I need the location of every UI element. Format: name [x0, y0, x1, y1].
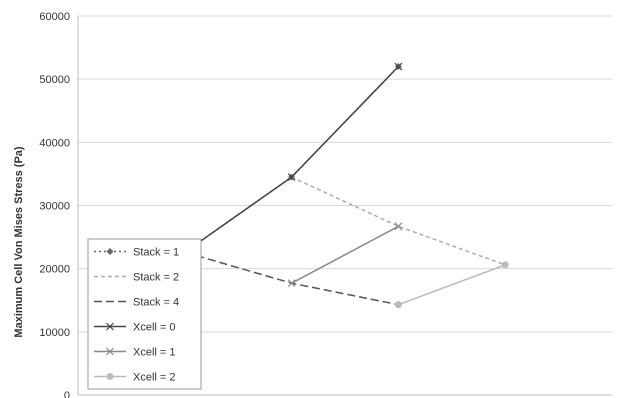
- series-1: [291, 176, 506, 266]
- series-line: [184, 66, 399, 253]
- data-point: [394, 222, 403, 231]
- legend: Stack = 1 Stack = 2 Stack = 4 Xcell = 0 Xcel…: [87, 238, 202, 390]
- legend-box: [87, 238, 202, 390]
- y-tick-label: 30000: [39, 201, 70, 213]
- data-point: [501, 261, 509, 269]
- legend-item: Xcell = 1: [94, 347, 176, 359]
- series-line: [184, 66, 399, 253]
- y-tick-label: 40000: [39, 137, 70, 149]
- y-tick-label: 0: [64, 390, 70, 398]
- series-2: [184, 251, 399, 306]
- legend-item: Xcell = 0: [94, 322, 176, 334]
- series-5: [394, 261, 509, 309]
- data-point: [287, 279, 296, 288]
- y-axis-title: Maximum Cell Von Mises Stress (Pa): [13, 146, 25, 337]
- series-4: [287, 222, 403, 288]
- legend-item: Xcell = 2: [94, 372, 176, 384]
- legend-marker: [106, 248, 114, 255]
- legend-label: Xcell = 2: [133, 372, 176, 384]
- legend-marker: [106, 347, 114, 356]
- legend-label: Xcell = 0: [133, 322, 176, 334]
- legend-item: Stack = 4: [94, 297, 179, 309]
- series-line: [398, 264, 506, 306]
- legend-label: Stack = 2: [133, 272, 179, 284]
- data-point: [287, 173, 296, 181]
- series-line: [291, 225, 399, 284]
- series-0: [181, 63, 402, 256]
- data-point: [394, 62, 403, 71]
- y-tick-label: 20000: [39, 264, 70, 276]
- y-tick-label: 60000: [39, 11, 70, 23]
- series-line: [184, 251, 399, 306]
- axes: [77, 16, 612, 396]
- series-line: [291, 176, 506, 266]
- legend-label: Stack = 4: [133, 297, 179, 309]
- legend-item: Stack = 1: [94, 247, 179, 259]
- legend-marker: [106, 322, 114, 331]
- y-tick-label: 50000: [39, 74, 70, 86]
- legend-marker: [106, 373, 114, 380]
- series-3: [180, 62, 403, 257]
- series-layer: [180, 62, 509, 309]
- legend-label: Xcell = 1: [133, 347, 176, 359]
- data-point: [394, 301, 402, 309]
- legend-label: Stack = 1: [133, 247, 179, 259]
- y-tick-label: 10000: [39, 327, 70, 339]
- legend-item: Stack = 2: [94, 272, 179, 284]
- y-tick-labels: 0 10000 20000 30000 40000 50000 60000: [39, 11, 70, 398]
